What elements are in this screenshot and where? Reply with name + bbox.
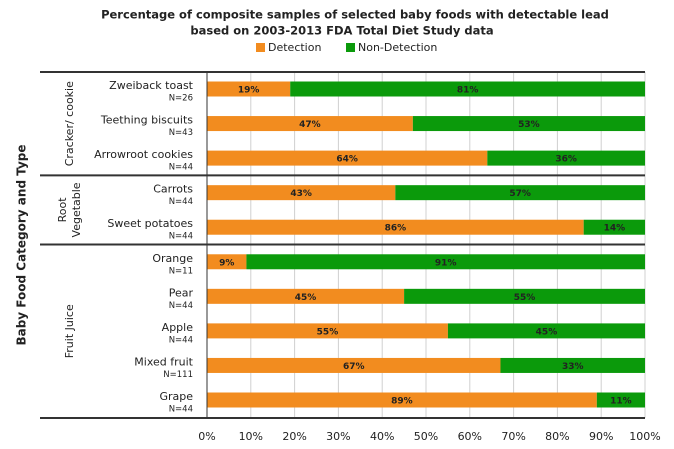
- x-tick-label: 0%: [198, 430, 215, 443]
- sample-size: N=44: [169, 335, 193, 345]
- category-label: Sweet potatoes: [107, 217, 193, 230]
- value-label: 43%: [290, 189, 312, 199]
- category-label: Teething biscuits: [100, 114, 193, 127]
- x-tick-label: 10%: [239, 430, 263, 443]
- value-label: 45%: [536, 327, 558, 337]
- chart-title: Percentage of composite samples of selec…: [101, 8, 609, 22]
- bar-segment: [290, 81, 645, 97]
- sample-size: N=11: [169, 266, 193, 276]
- x-tick-label: 100%: [629, 430, 660, 443]
- bar-segment: [596, 392, 645, 408]
- x-tick-label: 80%: [545, 430, 569, 443]
- category-label: Apple: [162, 321, 194, 334]
- x-tick-label: 50%: [414, 430, 438, 443]
- group-label: Vegetable: [70, 182, 83, 237]
- sample-size: N=44: [169, 301, 193, 311]
- value-label: 64%: [336, 155, 358, 165]
- category-label: Carrots: [153, 183, 193, 196]
- bar-segment: [207, 150, 488, 166]
- category-label: Orange: [152, 252, 193, 265]
- sample-size: N=44: [169, 405, 193, 415]
- x-tick-label: 60%: [458, 430, 482, 443]
- value-label: 36%: [555, 155, 577, 165]
- value-label: 89%: [391, 397, 413, 407]
- bar-segment: [447, 323, 645, 339]
- x-tick-label: 20%: [282, 430, 306, 443]
- category-label: Grape: [159, 390, 193, 403]
- legend-swatch: [256, 43, 265, 52]
- category-label: Pear: [169, 286, 194, 299]
- sample-size: N=111: [163, 370, 193, 380]
- x-tick-label: 70%: [501, 430, 525, 443]
- bar-segment: [207, 392, 597, 408]
- bar-segment: [583, 219, 645, 235]
- y-axis-label: Baby Food Category and Type: [15, 144, 29, 345]
- bar-segment: [207, 81, 291, 97]
- value-label: 47%: [299, 120, 321, 130]
- sample-size: N=26: [169, 94, 193, 104]
- bar-segment: [500, 357, 645, 373]
- bar-segment: [207, 323, 448, 339]
- bar-segment: [412, 116, 645, 132]
- value-label: 67%: [343, 362, 365, 372]
- bar-segment: [404, 288, 645, 304]
- bar-segment: [207, 219, 584, 235]
- group-label: Fruit Juice: [63, 304, 76, 358]
- value-label: 81%: [457, 86, 479, 96]
- value-label: 53%: [518, 120, 540, 130]
- bar-segment: [207, 357, 501, 373]
- group-label: Root: [56, 197, 69, 223]
- x-tick-label: 30%: [326, 430, 350, 443]
- category-label: Mixed fruit: [134, 355, 193, 368]
- bar-segment: [207, 254, 247, 270]
- value-label: 14%: [604, 224, 626, 234]
- value-label: 33%: [562, 362, 584, 372]
- value-label: 45%: [295, 293, 317, 303]
- legend-label: Non-Detection: [358, 41, 437, 54]
- legend-label: Detection: [268, 41, 321, 54]
- bar-segment: [207, 288, 405, 304]
- sample-size: N=43: [169, 128, 193, 138]
- sample-size: N=44: [169, 197, 193, 207]
- x-tick-label: 40%: [370, 430, 394, 443]
- bar-segment: [207, 116, 413, 132]
- bar-segment: [487, 150, 645, 166]
- value-label: 86%: [385, 224, 407, 234]
- group-label: Cracker/ cookie: [63, 81, 76, 166]
- category-label: Zweiback toast: [109, 79, 194, 92]
- sample-size: N=44: [169, 232, 193, 242]
- bar-segment: [246, 254, 646, 270]
- value-label: 91%: [435, 258, 457, 268]
- chart-title: based on 2003-2013 FDA Total Diet Study …: [190, 24, 493, 38]
- sample-size: N=44: [169, 163, 193, 173]
- legend-swatch: [346, 43, 355, 52]
- value-label: 55%: [514, 293, 536, 303]
- value-label: 19%: [238, 86, 260, 96]
- value-label: 9%: [219, 258, 234, 268]
- x-tick-label: 90%: [589, 430, 613, 443]
- value-label: 57%: [509, 189, 531, 199]
- value-label: 11%: [610, 397, 632, 407]
- value-label: 55%: [317, 327, 339, 337]
- category-label: Arrowroot cookies: [94, 148, 193, 161]
- bar-segment: [207, 185, 396, 201]
- bar-segment: [395, 185, 645, 201]
